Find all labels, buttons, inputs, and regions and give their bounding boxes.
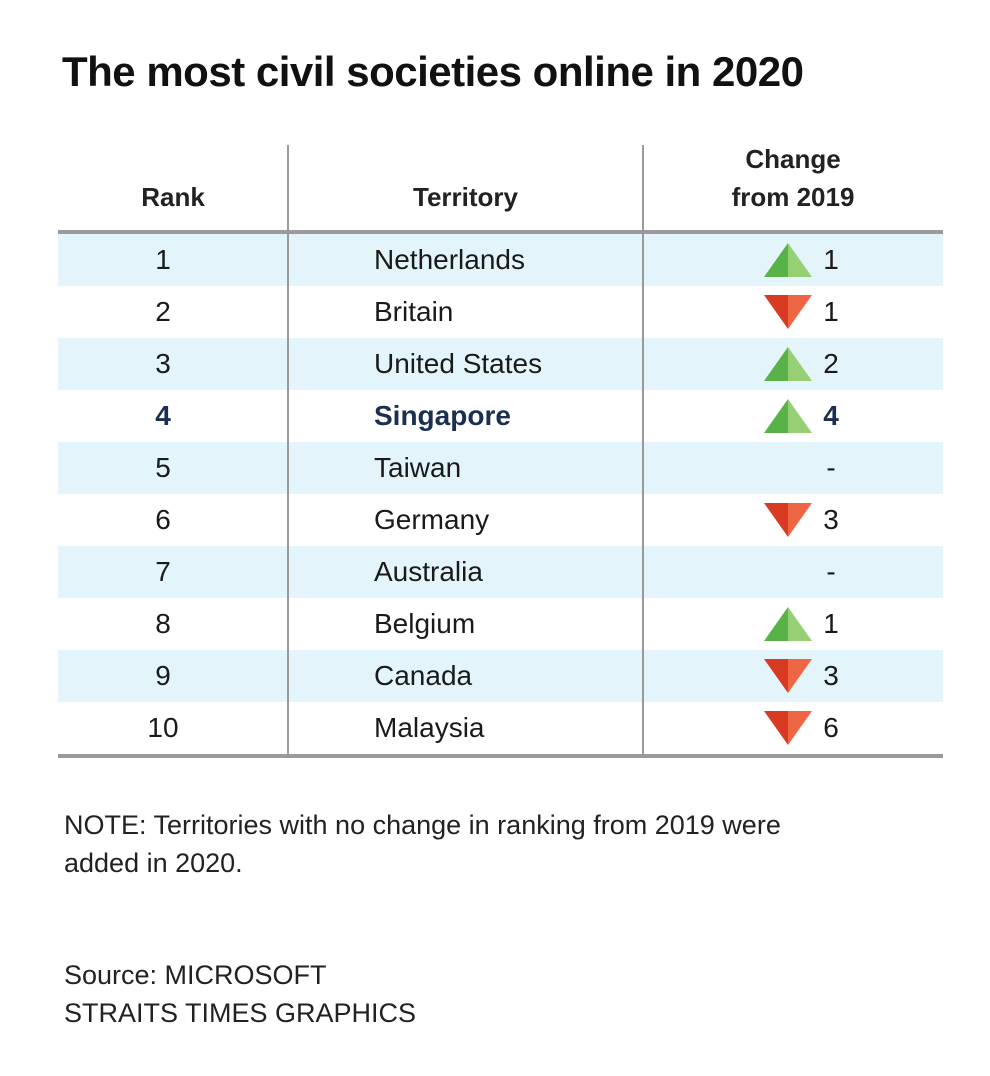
rank-cell: 3: [155, 348, 171, 379]
column-divider: [642, 442, 644, 494]
table-header: Rank Territory Change from 2019: [58, 144, 943, 230]
source-block: Source: MICROSOFT STRAITS TIMES GRAPHICS: [64, 956, 416, 1032]
territory-cell: Taiwan: [374, 452, 462, 483]
territory-cell: Britain: [374, 296, 454, 327]
territory-cell: Netherlands: [374, 244, 525, 275]
column-divider: [287, 598, 289, 650]
change-cell: 6: [823, 712, 839, 743]
column-divider: [287, 145, 289, 230]
territory-cell: Singapore: [374, 400, 511, 431]
down-arrow-icon: [764, 503, 812, 537]
down-arrow-icon: [764, 295, 812, 329]
change-cell: 1: [823, 296, 839, 327]
rank-cell: 5: [155, 452, 171, 483]
table-row: 3 United States 2: [58, 338, 943, 390]
rank-cell: 9: [155, 660, 171, 691]
column-divider: [287, 702, 289, 754]
up-arrow-icon: [764, 347, 812, 381]
up-arrow-icon: [764, 607, 812, 641]
table-body: 1 Netherlands 1 2 Britain 1 3 United States 2 4 Si…: [58, 234, 943, 754]
rank-cell: 1: [155, 244, 171, 275]
territory-cell: United States: [374, 348, 543, 379]
column-divider: [287, 390, 289, 442]
credit-line: STRAITS TIMES GRAPHICS: [64, 998, 417, 1028]
territory-cell: Malaysia: [374, 712, 485, 743]
change-cell: -: [826, 556, 836, 587]
table-row: 7 Australia -: [58, 546, 943, 598]
table-row: 8 Belgium 1: [58, 598, 943, 650]
column-divider: [642, 494, 644, 546]
change-cell: 4: [823, 400, 839, 431]
change-cell: 1: [823, 608, 839, 639]
table-row: 9 Canada 3: [58, 650, 943, 702]
table-row: 6 Germany 3: [58, 494, 943, 546]
column-divider: [287, 338, 289, 390]
change-cell: 3: [823, 660, 839, 691]
column-divider: [287, 546, 289, 598]
rank-cell: 10: [147, 712, 179, 743]
table-row: 1 Netherlands 1: [58, 234, 943, 286]
rank-cell: 8: [155, 608, 171, 639]
header-change: Change from 2019: [643, 140, 943, 216]
column-divider: [287, 442, 289, 494]
column-divider: [287, 234, 289, 286]
header-territory: Territory: [413, 182, 518, 212]
column-divider: [642, 286, 644, 338]
column-divider: [642, 650, 644, 702]
rank-cell: 2: [155, 296, 171, 327]
column-divider: [642, 234, 644, 286]
up-arrow-icon: [764, 399, 812, 433]
territory-cell: Belgium: [374, 608, 476, 639]
column-divider: [642, 598, 644, 650]
footnote: NOTE: Territories with no change in rank…: [64, 810, 781, 878]
column-divider: [642, 390, 644, 442]
ranking-table: Rank Territory Change from 2019 1 Netherl…: [58, 144, 943, 758]
header-change-line-2: from 2019: [731, 182, 855, 212]
territory-cell: Australia: [374, 556, 483, 587]
up-arrow-icon: [764, 243, 812, 277]
rank-cell: 6: [155, 504, 171, 535]
page-title: The most civil societies online in 2020: [62, 48, 804, 95]
down-arrow-icon: [764, 659, 812, 693]
change-cell: 3: [823, 504, 839, 535]
column-divider: [287, 286, 289, 338]
header-change-line-1: Change: [745, 144, 841, 174]
column-divider: [287, 494, 289, 546]
column-divider: [642, 546, 644, 598]
down-arrow-icon: [764, 711, 812, 745]
table-row: 5 Taiwan -: [58, 442, 943, 494]
header-rule: [58, 230, 943, 234]
change-cell: 1: [823, 244, 839, 275]
bottom-rule: [58, 754, 943, 758]
column-divider: [642, 338, 644, 390]
column-divider: [642, 145, 644, 230]
table-row: 4 Singapore 4: [58, 390, 943, 442]
territory-cell: Germany: [374, 504, 490, 535]
header-rank: Rank: [141, 182, 205, 212]
territory-cell: Canada: [374, 660, 473, 691]
change-cell: -: [826, 452, 836, 483]
column-divider: [287, 650, 289, 702]
rank-cell: 7: [155, 556, 171, 587]
table-row: 2 Britain 1: [58, 286, 943, 338]
table-row: 10 Malaysia 6: [58, 702, 943, 754]
column-divider: [642, 702, 644, 754]
source-line: Source: MICROSOFT: [64, 960, 327, 990]
rank-cell: 4: [155, 400, 171, 431]
change-cell: 2: [823, 348, 839, 379]
